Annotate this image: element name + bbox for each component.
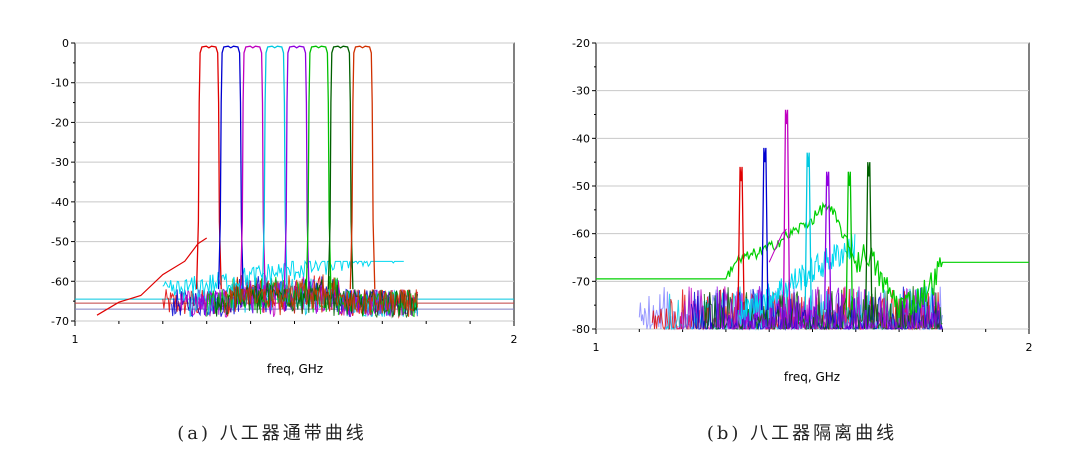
chart-a-grid: [75, 42, 514, 322]
x-tick-label: 2: [1026, 341, 1033, 354]
y-tick-label: -40: [51, 196, 69, 209]
isolation-peak-6: [845, 171, 853, 310]
chart-a-series: [75, 45, 514, 319]
isolation-peak-5: [824, 171, 832, 310]
y-tick-label: -30: [51, 156, 69, 169]
y-tick-label: -70: [572, 275, 590, 288]
isolation-peak-2: [761, 147, 769, 310]
y-tick-label: -50: [572, 180, 590, 193]
green-isolation-envelope: [596, 201, 1029, 319]
cyan-skirt: [162, 259, 404, 301]
passband-channel-1: [195, 45, 222, 290]
cyan-isolation: [738, 233, 856, 325]
y-tick-label: -70: [51, 315, 69, 328]
y-tick-label: -40: [572, 132, 590, 145]
chart-b-caption: (b) 八工器隔离曲线: [707, 423, 897, 444]
x-tick-label: 2: [511, 333, 518, 346]
y-tick-label: -10: [51, 77, 69, 90]
chart-a-y-ticks: 0 -10 -20 -30 -40 -50 -60 -70: [51, 37, 75, 328]
y-tick-label: -60: [572, 228, 590, 241]
passband-channel-8: [349, 45, 376, 290]
chart-b-x-axis-title: freq, GHz: [784, 370, 840, 384]
magenta-skirt: [768, 228, 787, 263]
chart-a-x-axis-title: freq, GHz: [267, 362, 323, 376]
passband-channel-2: [217, 45, 244, 290]
passband-channel-5: [283, 45, 310, 290]
stopband-noise: [223, 274, 418, 317]
passband-channel-4: [261, 45, 288, 290]
isolation-peak-1: [737, 166, 745, 310]
x-tick-label: 1: [72, 333, 79, 346]
y-tick-label: 0: [62, 37, 69, 50]
chart-a-caption: (a) 八工器通带曲线: [177, 423, 367, 444]
chart-b-series: [596, 109, 1029, 331]
isolation-peak-3: [782, 109, 791, 310]
y-tick-label: -60: [51, 275, 69, 288]
passband-channel-6: [305, 45, 332, 290]
chart-b-y-ticks: -20 -30 -40 -50 -60 -70 -80: [572, 37, 596, 336]
isolation-peak-7: [865, 162, 873, 310]
passband-channel-7: [327, 45, 354, 290]
x-tick-label: 1: [593, 341, 600, 354]
y-tick-label: -80: [572, 323, 590, 336]
y-tick-label: -20: [572, 37, 590, 50]
y-tick-label: -20: [51, 116, 69, 129]
passband-channel-3: [239, 45, 266, 290]
stopband-noise: [215, 275, 418, 319]
y-tick-label: -50: [51, 236, 69, 249]
y-tick-label: -30: [572, 85, 590, 98]
isolation-peak-4: [804, 152, 812, 310]
